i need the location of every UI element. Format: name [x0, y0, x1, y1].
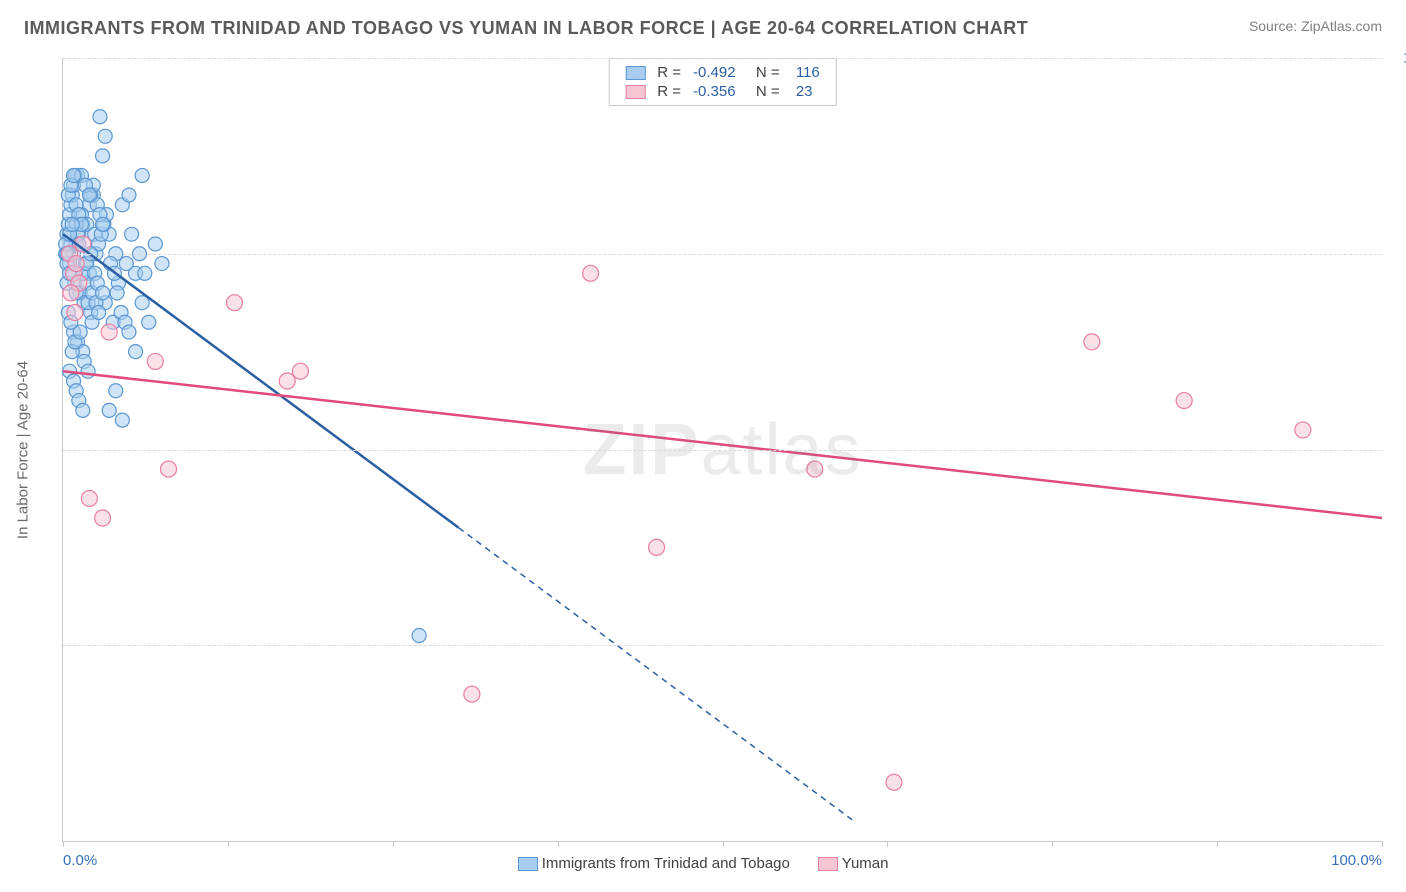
scatter-point — [102, 403, 116, 417]
x-tick — [558, 841, 559, 847]
scatter-point — [81, 364, 95, 378]
x-tick — [63, 841, 64, 847]
scatter-point — [109, 384, 123, 398]
y-tick-label: 100.0% — [1394, 50, 1406, 67]
legend-n-label: N = — [742, 63, 786, 82]
source-label: Source: ZipAtlas.com — [1249, 18, 1382, 34]
scatter-point — [142, 315, 156, 329]
trend-line — [63, 234, 459, 528]
scatter-point — [122, 188, 136, 202]
legend-swatch — [625, 66, 645, 80]
scatter-point — [1176, 393, 1192, 409]
legend-n-value: 116 — [786, 63, 826, 82]
scatter-point — [886, 774, 902, 790]
bottom-legend: Immigrants from Trinidad and Tobago Yuma… — [0, 855, 1406, 872]
legend-n-label: N = — [742, 82, 786, 101]
scatter-point — [649, 539, 665, 555]
scatter-point — [412, 628, 426, 642]
scatter-point — [1295, 422, 1311, 438]
scatter-point — [279, 373, 295, 389]
stats-legend-table: R =-0.492 N = 116R =-0.356 N = 23 — [619, 63, 826, 101]
bottom-legend-item: Immigrants from Trinidad and Tobago — [518, 855, 790, 872]
y-tick-label: 60.0% — [1394, 441, 1406, 458]
y-tick-label: 80.0% — [1394, 245, 1406, 262]
scatter-point — [226, 295, 242, 311]
legend-r-value: -0.492 — [687, 63, 742, 82]
scatter-point — [96, 149, 110, 163]
stats-legend-row: R =-0.492 N = 116 — [619, 63, 826, 82]
legend-r-label: R = — [651, 82, 687, 101]
legend-n-value: 23 — [786, 82, 826, 101]
bottom-legend-item: Yuman — [818, 855, 889, 872]
x-tick — [1217, 841, 1218, 847]
trend-line-dashed — [459, 528, 855, 822]
scatter-point — [67, 304, 83, 320]
legend-swatch — [625, 85, 645, 99]
scatter-point — [93, 110, 107, 124]
y-tick-label: 40.0% — [1394, 637, 1406, 654]
scatter-point — [110, 286, 124, 300]
scatter-point — [119, 257, 133, 271]
scatter-point — [67, 168, 81, 182]
scatter-point — [92, 305, 106, 319]
scatter-point — [161, 461, 177, 477]
scatter-point — [138, 266, 152, 280]
scatter-point — [98, 129, 112, 143]
scatter-point — [292, 363, 308, 379]
series-name: Yuman — [842, 855, 889, 872]
scatter-point — [65, 217, 79, 231]
scatter-point — [807, 461, 823, 477]
y-axis-title: In Labor Force | Age 20-64 — [15, 360, 32, 538]
gridline — [63, 254, 1382, 255]
x-tick — [723, 841, 724, 847]
stats-legend-row: R =-0.356 N = 23 — [619, 82, 826, 101]
x-tick — [1052, 841, 1053, 847]
scatter-point — [1084, 334, 1100, 350]
scatter-point — [63, 285, 79, 301]
scatter-point — [68, 256, 84, 272]
scatter-point — [115, 413, 129, 427]
scatter-point — [122, 325, 136, 339]
scatter-point — [129, 345, 143, 359]
gridline — [63, 450, 1382, 451]
scatter-point — [96, 217, 110, 231]
scatter-point — [95, 510, 111, 526]
series-name: Immigrants from Trinidad and Tobago — [542, 855, 790, 872]
scatter-point — [96, 286, 110, 300]
scatter-point — [583, 265, 599, 281]
scatter-point — [464, 686, 480, 702]
gridline — [63, 645, 1382, 646]
scatter-point — [155, 257, 169, 271]
scatter-point — [135, 168, 149, 182]
gridline — [63, 58, 1382, 59]
scatter-point — [148, 237, 162, 251]
x-tick — [228, 841, 229, 847]
legend-swatch — [518, 857, 538, 871]
x-tick — [1382, 841, 1383, 847]
scatter-point — [82, 188, 96, 202]
scatter-point — [101, 324, 117, 340]
scatter-point — [81, 490, 97, 506]
scatter-point — [125, 227, 139, 241]
legend-r-label: R = — [651, 63, 687, 82]
legend-swatch — [818, 857, 838, 871]
x-tick — [887, 841, 888, 847]
scatter-point — [147, 353, 163, 369]
scatter-point — [76, 403, 90, 417]
stats-legend-box: R =-0.492 N = 116R =-0.356 N = 23 — [608, 58, 837, 106]
legend-r-value: -0.356 — [687, 82, 742, 101]
x-tick — [393, 841, 394, 847]
chart-plot-area: In Labor Force | Age 20-64 R =-0.492 N =… — [62, 58, 1382, 842]
chart-title: IMMIGRANTS FROM TRINIDAD AND TOBAGO VS Y… — [24, 18, 1028, 39]
